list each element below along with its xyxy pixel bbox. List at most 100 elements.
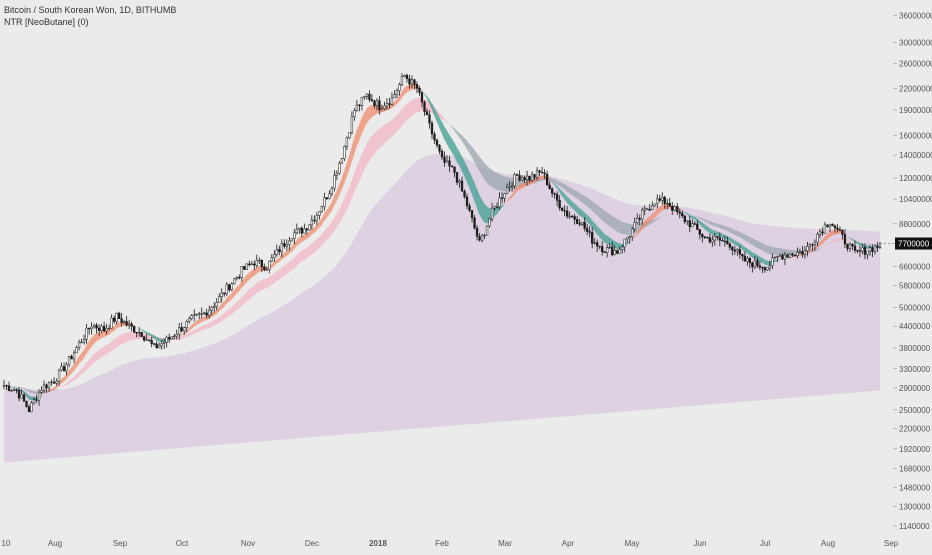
candle-body[interactable] bbox=[714, 236, 716, 239]
candle-body[interactable] bbox=[514, 175, 516, 186]
candle-body[interactable] bbox=[439, 145, 441, 151]
candle-body[interactable] bbox=[872, 248, 874, 252]
candle-body[interactable] bbox=[459, 181, 461, 182]
candle-body[interactable] bbox=[501, 198, 503, 199]
candle-body[interactable] bbox=[23, 395, 25, 401]
candle-body[interactable] bbox=[761, 267, 763, 268]
candle-body[interactable] bbox=[116, 313, 118, 321]
candle-body[interactable] bbox=[256, 260, 258, 265]
candle-body[interactable] bbox=[559, 200, 561, 208]
candle-body[interactable] bbox=[63, 367, 65, 371]
candle-body[interactable] bbox=[676, 206, 678, 211]
candle-body[interactable] bbox=[621, 247, 623, 249]
candle-body[interactable] bbox=[649, 209, 651, 210]
candle-body[interactable] bbox=[123, 321, 125, 322]
candle-body[interactable] bbox=[173, 336, 175, 337]
candle-body[interactable] bbox=[504, 193, 506, 198]
candle-body[interactable] bbox=[531, 175, 533, 181]
candle-body[interactable] bbox=[599, 246, 601, 247]
candle-body[interactable] bbox=[857, 250, 859, 251]
candle-body[interactable] bbox=[263, 267, 265, 270]
candle-body[interactable] bbox=[549, 185, 551, 189]
candle-body[interactable] bbox=[444, 157, 446, 163]
candle-body[interactable] bbox=[734, 250, 736, 251]
candle-body[interactable] bbox=[689, 221, 691, 227]
candle-body[interactable] bbox=[867, 251, 869, 254]
candle-body[interactable] bbox=[584, 222, 586, 228]
candle-body[interactable] bbox=[431, 123, 433, 134]
candle-body[interactable] bbox=[93, 325, 95, 327]
candle-body[interactable] bbox=[48, 383, 50, 388]
candle-body[interactable] bbox=[814, 242, 816, 245]
candle-body[interactable] bbox=[311, 220, 313, 225]
candle-body[interactable] bbox=[471, 210, 473, 217]
candle-body[interactable] bbox=[654, 204, 656, 206]
candle-body[interactable] bbox=[854, 246, 856, 250]
candle-body[interactable] bbox=[564, 211, 566, 212]
candle-body[interactable] bbox=[569, 216, 571, 217]
candle-body[interactable] bbox=[303, 229, 305, 233]
candle-body[interactable] bbox=[133, 326, 135, 332]
candle-body[interactable] bbox=[341, 159, 343, 163]
candle-body[interactable] bbox=[323, 198, 325, 207]
candle-body[interactable] bbox=[456, 172, 458, 182]
candle-body[interactable] bbox=[61, 367, 63, 370]
candle-body[interactable] bbox=[396, 91, 398, 95]
candle-body[interactable] bbox=[644, 209, 646, 210]
candle-body[interactable] bbox=[141, 332, 143, 337]
candle-body[interactable] bbox=[331, 188, 333, 194]
candle-body[interactable] bbox=[586, 229, 588, 232]
candle-body[interactable] bbox=[711, 240, 713, 242]
candle-body[interactable] bbox=[359, 105, 361, 106]
candle-body[interactable] bbox=[859, 250, 861, 251]
candle-body[interactable] bbox=[786, 255, 788, 257]
candle-body[interactable] bbox=[296, 229, 298, 233]
candle-body[interactable] bbox=[494, 207, 496, 208]
candle-body[interactable] bbox=[479, 236, 481, 240]
candle-body[interactable] bbox=[404, 75, 406, 76]
candle-body[interactable] bbox=[499, 198, 501, 207]
candle-body[interactable] bbox=[213, 306, 215, 307]
candle-body[interactable] bbox=[66, 365, 68, 371]
candle-body[interactable] bbox=[384, 106, 386, 109]
candle-body[interactable] bbox=[536, 171, 538, 178]
candle-body[interactable] bbox=[313, 220, 315, 221]
candle-body[interactable] bbox=[451, 166, 453, 167]
candle-body[interactable] bbox=[474, 218, 476, 228]
candle-body[interactable] bbox=[333, 175, 335, 188]
candle-body[interactable] bbox=[238, 277, 240, 278]
candle-body[interactable] bbox=[716, 236, 718, 237]
candle-body[interactable] bbox=[343, 146, 345, 158]
candle-body[interactable] bbox=[286, 244, 288, 246]
candle-body[interactable] bbox=[822, 232, 824, 233]
candle-body[interactable] bbox=[153, 344, 155, 345]
candle-body[interactable] bbox=[223, 293, 225, 294]
candle-body[interactable] bbox=[844, 235, 846, 244]
candle-body[interactable] bbox=[756, 261, 758, 266]
candle-body[interactable] bbox=[491, 208, 493, 219]
candle-body[interactable] bbox=[466, 197, 468, 206]
candle-body[interactable] bbox=[736, 250, 738, 252]
candle-body[interactable] bbox=[799, 252, 801, 253]
candle-body[interactable] bbox=[178, 327, 180, 334]
candle-body[interactable] bbox=[13, 390, 15, 391]
candle-body[interactable] bbox=[529, 176, 531, 180]
candle-body[interactable] bbox=[862, 247, 864, 251]
candle-body[interactable] bbox=[554, 193, 556, 194]
candle-body[interactable] bbox=[233, 279, 235, 284]
candle-body[interactable] bbox=[611, 247, 613, 255]
candle-body[interactable] bbox=[461, 181, 463, 191]
candle-body[interactable] bbox=[103, 326, 105, 331]
candle-body[interactable] bbox=[489, 219, 491, 226]
candle-body[interactable] bbox=[864, 247, 866, 254]
candle-body[interactable] bbox=[436, 140, 438, 145]
candle-body[interactable] bbox=[53, 382, 55, 383]
candle-body[interactable] bbox=[36, 400, 38, 401]
candle-body[interactable] bbox=[792, 254, 794, 255]
candle-body[interactable] bbox=[68, 356, 70, 365]
candle-body[interactable] bbox=[696, 224, 698, 230]
candle-body[interactable] bbox=[163, 342, 165, 343]
candle-body[interactable] bbox=[824, 225, 826, 233]
candle-body[interactable] bbox=[8, 386, 10, 391]
